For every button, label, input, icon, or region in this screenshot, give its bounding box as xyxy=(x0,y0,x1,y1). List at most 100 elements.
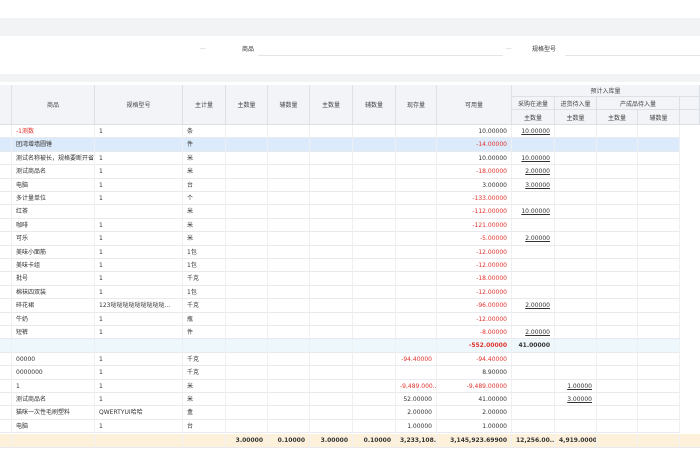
table-cell xyxy=(268,151,310,166)
table-cell xyxy=(226,326,268,340)
cell-text: 1 xyxy=(95,125,183,139)
table-cell xyxy=(638,352,680,367)
table-cell xyxy=(638,125,680,139)
group-header: 预计入库量 xyxy=(512,85,700,97)
table-cell xyxy=(268,312,310,326)
cell-text: 1.00000 xyxy=(437,419,512,434)
cell-text: 1.00000 xyxy=(555,379,597,393)
table-cell xyxy=(353,312,396,326)
table-cell xyxy=(638,165,680,179)
table-cell xyxy=(268,205,310,219)
table-cell xyxy=(555,285,597,300)
input[interactable] xyxy=(258,42,503,56)
table-cell xyxy=(226,285,268,300)
table-cell xyxy=(555,245,597,259)
table-cell xyxy=(353,339,396,353)
table-cell xyxy=(310,326,353,340)
cell-text: 3,145,923.69900 xyxy=(437,434,512,448)
table-cell xyxy=(226,218,268,233)
table-cell xyxy=(555,299,597,313)
subgroup-header xyxy=(680,97,700,110)
cell-text: 00000 xyxy=(12,352,95,367)
table-cell xyxy=(597,419,638,434)
input[interactable] xyxy=(565,42,700,56)
cell-text: 2.00000 xyxy=(512,299,555,313)
table-cell xyxy=(512,406,555,420)
subgroup-header: 进货待入量 xyxy=(555,97,597,110)
table-cell xyxy=(268,285,310,300)
cell-text: 1 xyxy=(95,192,183,206)
cell-text: 10.00000 xyxy=(512,151,555,166)
table-cell xyxy=(268,299,310,313)
table-cell xyxy=(638,326,680,340)
table-cell xyxy=(226,393,268,407)
table-cell xyxy=(555,419,597,434)
row-index xyxy=(0,259,12,273)
table-cell xyxy=(310,393,353,407)
cell-text: -8.00000 xyxy=(437,326,512,340)
table-cell xyxy=(310,406,353,420)
cell-text: -12.00000 xyxy=(437,312,512,326)
row-index xyxy=(0,125,12,139)
cell-text: 千克 xyxy=(183,366,226,380)
table-cell xyxy=(396,232,437,246)
table-cell xyxy=(226,352,268,367)
table-cell xyxy=(226,419,268,434)
filter-label: 商品 xyxy=(242,46,255,53)
cell-text: 美味小面筋 xyxy=(12,245,95,259)
table-cell xyxy=(353,151,396,166)
table-cell xyxy=(353,419,396,434)
row-index xyxy=(0,366,12,380)
cell-text: 1包 xyxy=(183,245,226,259)
table-cell xyxy=(310,339,353,353)
table-cell xyxy=(310,178,353,192)
table-cell xyxy=(268,218,310,233)
cell-text: 2.00000 xyxy=(396,406,437,420)
cell-text: 10.00000 xyxy=(437,125,512,139)
row-index xyxy=(0,285,12,300)
table-cell xyxy=(310,299,353,313)
table-cell xyxy=(353,272,396,286)
cell-text: 0.10000 xyxy=(268,434,310,448)
cell-text: -18.00000 xyxy=(437,165,512,179)
table-cell xyxy=(268,192,310,206)
header-cell xyxy=(0,85,12,125)
cell-text: 米 xyxy=(183,379,226,393)
subgroup-header: 产成品待入量 xyxy=(597,97,680,110)
table-cell xyxy=(555,366,597,380)
cell-text: -112.00000 xyxy=(437,205,512,219)
table-cell xyxy=(226,406,268,420)
table-cell xyxy=(555,272,597,286)
table-cell xyxy=(268,178,310,192)
cell-text: 千克 xyxy=(183,299,226,313)
table-cell xyxy=(555,339,597,353)
cell-text: 个 xyxy=(183,192,226,206)
table-cell xyxy=(638,205,680,219)
cell-text: 12,256.00... xyxy=(512,434,555,448)
table-cell xyxy=(226,312,268,326)
row-index xyxy=(0,165,12,179)
table-cell xyxy=(638,339,680,353)
cell-text: 短裤 xyxy=(12,326,95,340)
cell-text: 电脑 xyxy=(12,419,95,434)
table-cell xyxy=(226,299,268,313)
cell-text: 台 xyxy=(183,178,226,192)
table-cell xyxy=(555,326,597,340)
cell-text: 米 xyxy=(183,232,226,246)
cell-text: 41.00000 xyxy=(512,339,555,353)
table-cell xyxy=(396,138,437,152)
cell-text: 千克 xyxy=(183,352,226,367)
table-cell xyxy=(512,192,555,206)
subgroup-header: 采购在途量 xyxy=(512,97,555,110)
row-index xyxy=(0,393,12,407)
table-cell xyxy=(638,393,680,407)
cell-text: 测试商品名 xyxy=(12,393,95,407)
table-cell xyxy=(226,379,268,393)
table-cell xyxy=(597,125,638,139)
table-cell xyxy=(597,393,638,407)
table-cell xyxy=(555,151,597,166)
table-cell xyxy=(512,379,555,393)
cell-text: 咖啡 xyxy=(12,218,95,233)
table-cell xyxy=(310,192,353,206)
cell-text: 1 xyxy=(95,419,183,434)
